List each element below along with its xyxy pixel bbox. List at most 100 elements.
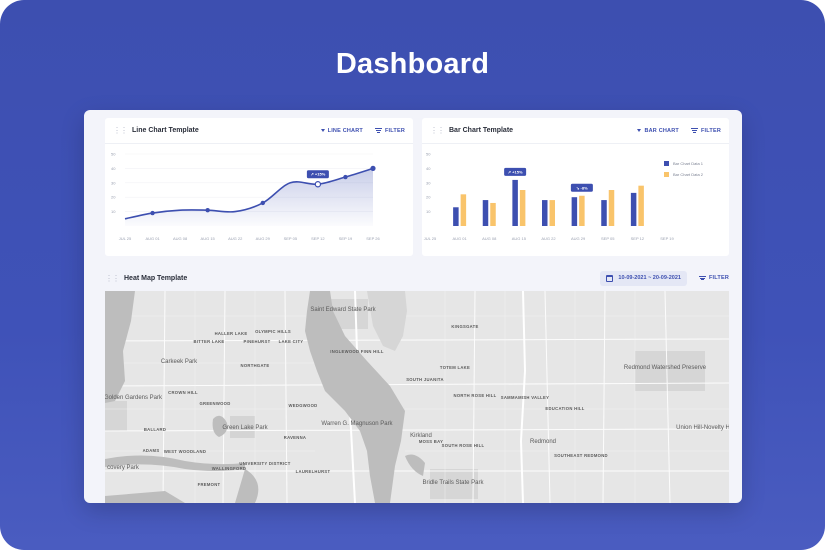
dashboard-board: ⋮⋮ Line Chart Template LINE CHART FILTER… [84,110,742,503]
map-place-label: NORTH ROSE HILL [454,393,497,398]
x-tick-label: AUG 01 [145,236,160,241]
heatmap-filter-label: FILTER [708,275,729,281]
map-place-label: EDUCATION HILL [545,406,584,411]
x-tick-label: AUG 08 [173,236,188,241]
map-place-label: SOUTH JUANITA [406,377,444,382]
map-place-label: OLYMPIC HILLS [255,329,291,334]
map-canvas[interactable]: Saint Edward State Park KINGSGATE HALLER L… [105,291,729,503]
map-place-label: ADAMS [143,448,160,453]
map-place-label: WALLINGFORD [212,466,246,471]
line-point [150,210,155,216]
x-tick-label: SEP 05 [284,236,298,241]
x-tick-label: AUG 22 [541,236,556,241]
filter-icon [374,128,382,133]
map-place-label: SOUTHEAST REDMOND [554,453,608,458]
line-series [124,167,374,220]
map-place-label: Redmond Watershed Preserve [624,365,707,371]
map-place-label: INGLEWOOD FINN HILL [330,349,384,354]
bar [638,185,644,226]
bar-tooltip [504,167,527,176]
line-point-highlight [314,181,322,188]
line-chart-filter-label: FILTER [384,127,405,134]
heatmap-header: ⋮⋮ Heat Map Template 10-09-2021 ~ 20-09-… [105,266,729,290]
bar-chart-title: Bar Chart Template [449,127,514,134]
bar [460,194,467,226]
map-place-label: Carkeek Park [161,359,198,365]
filter-icon [698,275,706,281]
legend-swatch [664,161,669,166]
bar [482,200,489,226]
map-place-label: Golden Gardens Park [105,395,163,401]
map-place-label: WEDGWOOD [289,403,318,408]
map-place-label: Warren G. Magnuson Park [321,421,393,427]
y-tick-label: 40 [111,166,116,171]
map-place-label: PINEHURST [244,339,271,344]
bar [571,197,578,226]
y-tick-label: 40 [426,166,431,171]
legend-label: Bar Chart Data 2 [673,172,704,177]
y-tick-label: 20 [426,195,431,200]
x-tick-label: AUG 22 [228,236,243,241]
bar [579,195,585,226]
y-tick-label: 50 [111,152,116,157]
line-tooltip-label: ↗ +15% [310,172,325,177]
map-place-label: Union Hill-Novelty Hill [676,425,729,431]
line-chart: 10 20 30 40 50 JUL 25 AUG 01 AUG 08 AUG 15 AUG 22… [111,152,381,242]
drag-handle-icon[interactable]: ⋮⋮ [105,273,120,283]
map-place-label: Redmond [530,439,556,445]
bar-tooltip-label: ↘ -8% [576,185,588,190]
heat-map[interactable]: Saint Edward State Park KINGSGATE HALLER L… [105,291,729,503]
y-tick-label: 10 [111,209,116,214]
x-tick-label: SEP 12 [631,236,645,241]
heatmap-filter-button[interactable]: FILTER [698,275,729,281]
chevron-down-icon [320,129,325,132]
y-tick-label: 10 [426,209,431,214]
map-place-label: SOUTH ROSE HILL [442,443,485,448]
line-area [125,168,373,226]
x-tick-label: SEP 05 [601,236,615,241]
map-place-label: LAKE CITY [279,339,304,344]
bar [549,200,555,226]
drag-handle-icon[interactable]: ⋮⋮ [113,126,128,135]
map-place-label: MOSS BAY [419,439,443,444]
bar [512,179,518,226]
line-chart-card: ⋮⋮ Line Chart Template LINE CHART FILTER… [105,118,413,256]
map-place-label: HALLER LAKE [215,331,248,336]
legend-swatch [664,172,669,177]
line-chart-type-button[interactable]: LINE CHART [320,128,363,134]
map-place-label: RAVENNA [284,435,307,440]
x-tick-label: AUG 29 [256,236,271,241]
bar [490,202,496,226]
x-tick-label: SEP 19 [660,236,674,241]
date-range-label: 10-09-2021 ~ 20-09-2021 [618,275,681,281]
map-place-label: CROWN HILL [168,390,198,395]
x-tick-label: SEP 19 [339,236,353,241]
date-range-picker[interactable]: 10-09-2021 ~ 20-09-2021 [600,270,687,286]
x-tick-label: JUL 25 [119,236,132,241]
map-place-label: Saint Edward State Park [310,307,376,313]
map-place-label: SAMMAMISH VALLEY [501,395,549,400]
map-place-label: LAURELHURST [296,469,331,474]
line-point [205,207,210,213]
x-tick-label: AUG 15 [512,236,527,241]
bar-chart-card: ⋮⋮ Bar Chart Template BAR CHART FILTER 1… [422,118,729,256]
map-place-label: Kirkland [410,433,432,439]
bar [608,190,615,226]
page-title: Dashboard [335,48,490,80]
line-chart-filter-button[interactable]: FILTER [374,127,405,134]
bar-chart-filter-button[interactable]: FILTER [690,128,721,134]
x-tick-label: SEP 26 [366,236,380,241]
y-tick-label: 30 [426,180,431,185]
drag-handle-icon[interactable]: ⋮⋮ [430,126,445,135]
line-chart-title: Line Chart Template [132,127,199,134]
x-tick-label: JUL 25 [424,236,437,241]
bar-chart-type-button[interactable]: BAR CHART [637,128,679,134]
line-point [343,174,348,180]
map-place-label: Bridle Trails State Park [422,480,484,486]
map-place-label: BITTER LAKE [194,339,225,344]
x-tick-label: AUG 01 [453,236,468,241]
map-place-label: WEST WOODLAND [164,449,206,454]
bar [519,190,526,226]
x-tick-label: AUG 08 [482,236,497,241]
